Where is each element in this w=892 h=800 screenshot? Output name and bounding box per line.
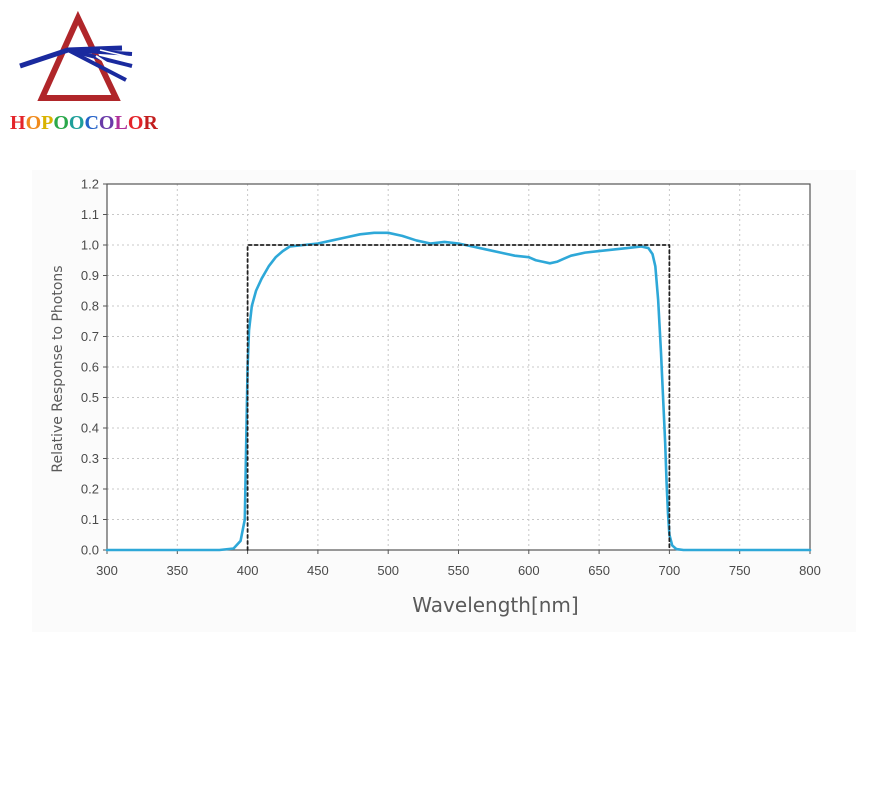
y-tick-label: 0.7 (81, 329, 99, 344)
y-tick-label: 0.6 (81, 360, 99, 375)
logo-letter: R (143, 112, 158, 134)
logo-letter: P (41, 112, 54, 134)
y-tick-label: 0.3 (81, 451, 99, 466)
logo-letter: O (25, 112, 42, 134)
logo-letter: H (10, 112, 26, 134)
x-tick-label: 500 (377, 563, 399, 578)
x-tick-label: 750 (729, 563, 751, 578)
x-tick-label: 350 (166, 563, 188, 578)
x-tick-label: 800 (799, 563, 821, 578)
x-tick-label: 300 (96, 563, 118, 578)
response-curve-line (105, 231, 812, 552)
x-tick-label: 600 (518, 563, 540, 578)
ideal-bandpass-dashed-line (246, 244, 671, 551)
logo-letter: O (68, 112, 85, 134)
logo-letter: O (127, 112, 144, 134)
logo-letter: O (53, 112, 69, 134)
y-axis-label: Relative Response to Photons (50, 265, 66, 472)
logo-letter: O (98, 112, 115, 134)
y-tick-label: 0.8 (81, 299, 99, 314)
y-tick-label: 0.5 (81, 390, 99, 405)
hopoocolor-logo: HOPOOCOLOR (4, 10, 174, 134)
y-tick-label: 1.0 (81, 238, 99, 253)
logo-wordmark: HOPOOCOLOR (10, 112, 158, 135)
y-tick-label: 0.0 (81, 543, 99, 558)
y-tick-label: 0.1 (81, 512, 99, 527)
y-tick-label: 1.1 (81, 207, 99, 222)
prism-logo-icon (19, 10, 135, 101)
logo-letter: C (84, 112, 99, 134)
y-tick-label: 0.4 (81, 421, 99, 436)
y-tick-label: 0.2 (81, 482, 99, 497)
chart-panel: 300 350 400 450 500 550 600 650 700 750 800 0.0 0.1 0… (32, 170, 856, 632)
x-axis-label: Wavelength[nm] (412, 593, 578, 617)
response-chart: 300 350 400 450 500 550 600 650 700 750 800 0.0 0.1 0… (50, 177, 821, 618)
y-tick-label: 1.2 (81, 177, 99, 192)
x-tick-label: 650 (588, 563, 610, 578)
x-tick-label: 700 (659, 563, 681, 578)
x-tick-label: 550 (448, 563, 470, 578)
logo-letter: L (114, 112, 128, 134)
x-tick-label: 400 (237, 563, 259, 578)
y-tick-label: 0.9 (81, 268, 99, 283)
x-tick-label: 450 (307, 563, 329, 578)
